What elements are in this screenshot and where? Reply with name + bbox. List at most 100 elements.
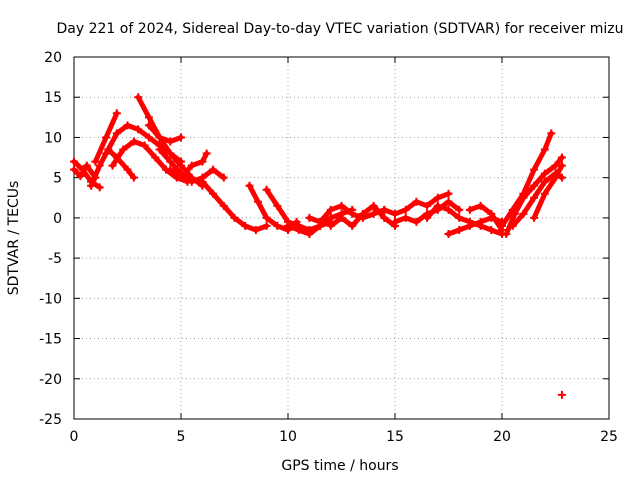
data-point — [326, 213, 335, 222]
data-point — [129, 173, 138, 182]
data-point — [219, 201, 228, 210]
data-point — [540, 189, 549, 198]
series-line — [88, 147, 137, 189]
series-line — [499, 130, 554, 229]
x-tick-labels: 0 5 10 15 20 25 — [70, 429, 618, 445]
data-point — [166, 157, 175, 166]
data-point — [540, 177, 549, 186]
data-point — [134, 125, 143, 134]
data-point — [241, 221, 250, 230]
data-point — [358, 209, 367, 218]
data-point — [547, 129, 556, 138]
data-point — [369, 201, 378, 210]
series-line — [71, 163, 98, 181]
plot-frame — [73, 56, 610, 420]
data-point — [465, 221, 474, 230]
data-point — [510, 209, 519, 218]
data-point — [87, 181, 96, 190]
data-point — [102, 149, 111, 158]
x-tick-label: 15 — [386, 429, 404, 445]
x-tick-label: 0 — [70, 429, 79, 445]
y-tick-label: -20 — [39, 372, 62, 388]
chart-title: Day 221 of 2024, Sidereal Day-to-day VTE… — [57, 21, 624, 37]
x-axis-label: GPS time / hours — [281, 458, 398, 474]
data-point — [423, 201, 432, 210]
data-point — [508, 221, 517, 230]
data-point — [177, 133, 185, 142]
series-line — [531, 163, 565, 221]
data-point — [557, 161, 566, 170]
series-sat-25 — [530, 161, 566, 222]
series-line — [146, 122, 184, 144]
series-sat-21 — [465, 201, 506, 234]
data-point — [144, 113, 153, 122]
data-point — [337, 213, 346, 222]
data-point — [423, 213, 432, 222]
series-sat-23 — [502, 153, 566, 238]
data-point — [487, 209, 496, 218]
data-point — [557, 390, 566, 399]
data-point — [166, 165, 175, 174]
data-point — [198, 157, 207, 166]
y-tick-labels: -25 -20 -15 -10 -5 0 5 10 15 20 — [39, 50, 62, 428]
data-point — [401, 205, 410, 214]
data-point — [326, 221, 335, 230]
data-point — [455, 205, 464, 214]
data-point — [530, 165, 539, 174]
data-point — [530, 181, 539, 190]
data-point — [230, 213, 239, 222]
data-point — [245, 181, 254, 190]
data-point — [487, 225, 496, 234]
data-point — [273, 201, 282, 210]
data-point — [444, 189, 453, 198]
data-point — [76, 172, 85, 181]
data-point — [294, 225, 303, 234]
data-point — [305, 213, 314, 222]
data-point — [305, 229, 314, 238]
data-point — [444, 205, 453, 214]
data-point — [166, 149, 175, 158]
series-line — [71, 159, 103, 190]
x-tick-label: 10 — [279, 429, 297, 445]
series-line — [199, 179, 270, 233]
data-point — [433, 201, 442, 210]
data-point — [91, 157, 100, 166]
data-point — [476, 201, 485, 210]
data-point — [129, 137, 138, 146]
data-point — [412, 217, 421, 226]
data-point — [108, 161, 117, 170]
data-point — [262, 213, 271, 222]
data-point — [348, 209, 357, 218]
data-point — [202, 149, 211, 158]
data-point — [401, 213, 410, 222]
data-point — [95, 161, 104, 170]
y-tick-label: 5 — [53, 171, 62, 187]
data-point — [476, 217, 485, 226]
x-tick-label: 20 — [493, 429, 511, 445]
y-tick-label: 0 — [53, 211, 62, 227]
data-point — [187, 177, 196, 186]
y-axis-label: SDTVAR / TECUs — [6, 181, 22, 296]
series-sat-26 — [557, 390, 566, 399]
data-point — [540, 145, 549, 154]
data-point — [391, 217, 399, 226]
data-point — [519, 193, 528, 202]
data-point — [151, 153, 160, 162]
data-point — [284, 221, 292, 230]
data-point — [70, 165, 78, 174]
series-sat-09 — [155, 145, 228, 186]
data-point — [198, 177, 207, 186]
data-point — [273, 221, 282, 230]
data-point — [391, 209, 399, 218]
y-tick-label: -25 — [39, 412, 62, 428]
data-point — [144, 121, 153, 130]
data-point — [187, 161, 196, 170]
data-point — [369, 209, 378, 218]
data-point — [380, 213, 389, 222]
data-point — [530, 213, 539, 222]
y-tick-label: -15 — [39, 332, 62, 348]
data-point — [112, 129, 121, 138]
data-point — [519, 209, 528, 218]
data-point — [502, 229, 511, 238]
